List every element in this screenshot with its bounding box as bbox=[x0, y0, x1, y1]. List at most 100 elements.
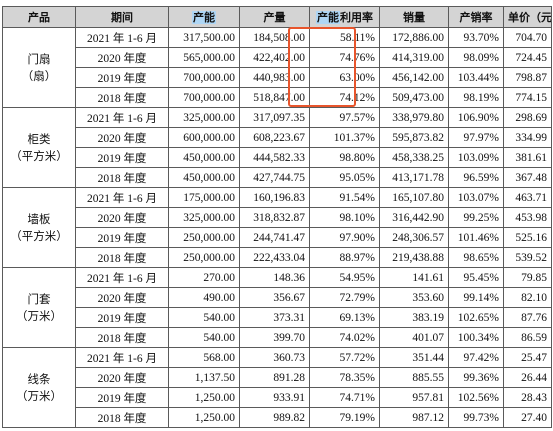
table-row: 墙板 （平方米） 2021 年 1-6 月 175,000.00 160,196.83 9… bbox=[2, 187, 552, 268]
product-name: 墙板 bbox=[27, 211, 51, 226]
sales-cell: 353.60 bbox=[379, 287, 449, 308]
table-row: 2019 年度 1,250.00 933.91 74.71% 957.81 102.56%… bbox=[3, 387, 552, 408]
header-sell-rate: 产销率 bbox=[448, 6, 504, 28]
utilization-cell: 57.72% bbox=[309, 347, 380, 368]
capacity-cell: 325,000.00 bbox=[168, 207, 240, 228]
table-row: 2018 年度 700,000.00 518,847.00 74.12% 509,473… bbox=[3, 87, 552, 108]
header-period: 期间 bbox=[75, 6, 169, 28]
utilization-cell: 79.19% bbox=[309, 407, 380, 428]
capacity-cell: 250,000.00 bbox=[168, 227, 240, 248]
table-row: 2020 年度 325,000.00 318,832.87 98.10% 316,442… bbox=[3, 207, 552, 228]
sell-rate-cell: 97.97% bbox=[448, 127, 504, 148]
sell-rate-cell: 99.14% bbox=[448, 287, 504, 308]
output-cell: 373.31 bbox=[239, 307, 310, 328]
period-cell: 2021 年 1-6 月 bbox=[75, 107, 169, 128]
table-row: 2019 年度 540.00 373.31 69.13% 383.19 102.65% 87… bbox=[3, 307, 552, 328]
unit-price-cell: 79.85 bbox=[503, 267, 552, 288]
table-row: 2018 年度 540.00 399.70 74.02% 401.07 100.34% 86… bbox=[3, 327, 552, 348]
utilization-cell: 72.79% bbox=[309, 287, 380, 308]
product-category-cell: 线条 （万米） bbox=[2, 347, 76, 428]
unit-price-cell: 87.76 bbox=[503, 307, 552, 328]
header-unit-price: 单价（元） bbox=[503, 6, 552, 28]
product-name: 柜类 bbox=[27, 131, 51, 146]
unit-price-cell: 525.16 bbox=[503, 227, 552, 248]
product-unit: （扇） bbox=[21, 68, 57, 83]
unit-price-cell: 367.48 bbox=[503, 167, 552, 188]
table-row: 门扇 （扇） 2021 年 1-6 月 317,500.00 184,508.00 58.… bbox=[2, 27, 552, 108]
sales-cell: 509,473.00 bbox=[379, 87, 449, 108]
sales-cell: 595,873.82 bbox=[379, 127, 449, 148]
capacity-cell: 175,000.00 bbox=[168, 187, 240, 208]
header-sales: 销量 bbox=[379, 6, 449, 28]
header-capacity-highlight: 产能 bbox=[192, 11, 216, 24]
table-row: 2019 年度 250,000.00 244,741.47 97.90% 248,306… bbox=[3, 227, 552, 248]
output-cell: 427,744.75 bbox=[239, 167, 310, 188]
utilization-cell: 101.37% bbox=[309, 127, 380, 148]
utilization-cell: 95.05% bbox=[309, 167, 380, 188]
output-cell: 222,433.04 bbox=[239, 247, 310, 268]
sell-rate-cell: 102.65% bbox=[448, 307, 504, 328]
table-row: 门套 （万米） 2021 年 1-6 月 270.00 148.36 54.95% 141.… bbox=[2, 267, 552, 348]
utilization-cell: 91.54% bbox=[309, 187, 380, 208]
sell-rate-cell: 96.59% bbox=[448, 167, 504, 188]
sell-rate-cell: 100.34% bbox=[448, 327, 504, 348]
unit-price-cell: 25.47 bbox=[503, 347, 552, 368]
sales-cell: 351.44 bbox=[379, 347, 449, 368]
period-cell: 2018 年度 bbox=[75, 247, 169, 268]
output-cell: 318,832.87 bbox=[239, 207, 310, 228]
output-cell: 933.91 bbox=[239, 387, 310, 408]
production-sales-table: 产品 期间 产能 产量 产能利用率 销量 产销率 单价（元） 门扇（扇）2021… bbox=[2, 6, 552, 428]
utilization-cell: 74.76% bbox=[309, 47, 380, 68]
table-row: 2018 年度 250,000.00 222,433.04 88.97% 219,438… bbox=[3, 247, 552, 268]
capacity-cell: 540.00 bbox=[168, 327, 240, 348]
utilization-cell: 97.57% bbox=[309, 107, 380, 128]
sales-cell: 165,107.80 bbox=[379, 187, 449, 208]
utilization-cell: 97.90% bbox=[309, 227, 380, 248]
unit-price-cell: 26.44 bbox=[503, 367, 552, 388]
utilization-cell: 58.11% bbox=[309, 27, 380, 48]
unit-price-cell: 798.87 bbox=[503, 67, 552, 88]
output-cell: 422,402.00 bbox=[239, 47, 310, 68]
unit-price-cell: 774.15 bbox=[503, 87, 552, 108]
table-row: 柜类 （平方米） 2021 年 1-6 月 325,000.00 317,097.35 9… bbox=[2, 107, 552, 188]
capacity-cell: 490.00 bbox=[168, 287, 240, 308]
capacity-cell: 700,000.00 bbox=[168, 87, 240, 108]
sell-rate-cell: 103.09% bbox=[448, 147, 504, 168]
output-cell: 360.73 bbox=[239, 347, 310, 368]
output-cell: 444,582.33 bbox=[239, 147, 310, 168]
period-cell: 2019 年度 bbox=[75, 227, 169, 248]
utilization-cell: 88.97% bbox=[309, 247, 380, 268]
unit-price-cell: 453.98 bbox=[503, 207, 552, 228]
output-cell: 317,097.35 bbox=[239, 107, 310, 128]
table-body: 门扇 （扇） 2021 年 1-6 月 317,500.00 184,508.00 58.… bbox=[2, 27, 552, 428]
utilization-cell: 78.35% bbox=[309, 367, 380, 388]
sales-cell: 401.07 bbox=[379, 327, 449, 348]
table-row: 2020 年度 1,137.50 891.28 78.35% 885.55 99.36% 2… bbox=[3, 367, 552, 388]
sales-cell: 413,171.78 bbox=[379, 167, 449, 188]
capacity-cell: 568.00 bbox=[168, 347, 240, 368]
sales-cell: 172,886.00 bbox=[379, 27, 449, 48]
header-row: 产品 期间 产能 产量 产能利用率 销量 产销率 单价（元） bbox=[2, 6, 552, 28]
capacity-cell: 600,000.00 bbox=[168, 127, 240, 148]
sell-rate-cell: 102.56% bbox=[448, 387, 504, 408]
capacity-cell: 540.00 bbox=[168, 307, 240, 328]
output-cell: 148.36 bbox=[239, 267, 310, 288]
capacity-cell: 1,250.00 bbox=[168, 387, 240, 408]
sales-cell: 338,979.80 bbox=[379, 107, 449, 128]
output-cell: 891.28 bbox=[239, 367, 310, 388]
table-row: 2018 年度 1,250.00 989.82 79.19% 987.12 99.73% 2… bbox=[3, 407, 552, 428]
product-category-cell: 门套 （万米） bbox=[2, 267, 76, 348]
sell-rate-cell: 95.45% bbox=[448, 267, 504, 288]
sales-cell: 456,142.00 bbox=[379, 67, 449, 88]
capacity-cell: 1,250.00 bbox=[168, 407, 240, 428]
capacity-cell: 1,137.50 bbox=[168, 367, 240, 388]
utilization-cell: 69.13% bbox=[309, 307, 380, 328]
sell-rate-cell: 93.70% bbox=[448, 27, 504, 48]
sell-rate-cell: 97.42% bbox=[448, 347, 504, 368]
period-cell: 2020 年度 bbox=[75, 367, 169, 388]
period-cell: 2021 年 1-6 月 bbox=[75, 347, 169, 368]
output-cell: 608,223.67 bbox=[239, 127, 310, 148]
utilization-cell: 63.00% bbox=[309, 67, 380, 88]
period-cell: 2019 年度 bbox=[75, 387, 169, 408]
sales-cell: 219,438.88 bbox=[379, 247, 449, 268]
